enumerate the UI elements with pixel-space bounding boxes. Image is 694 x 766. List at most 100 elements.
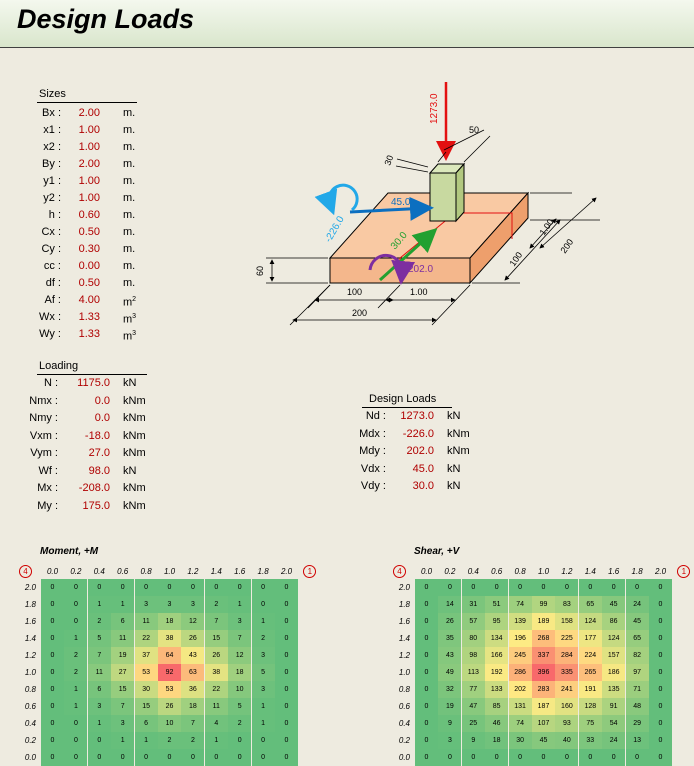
moment-y-tick: 1.6 (24, 617, 36, 626)
loading-unit: kNm (123, 412, 146, 424)
moment-cell: 22 (204, 681, 228, 698)
size-label: By : (42, 158, 61, 170)
shear-cell: 54 (602, 715, 626, 732)
shear-cell: 91 (602, 698, 626, 715)
shear-cell: 189 (532, 613, 555, 630)
shear-corner-marker-4: 4 (393, 565, 406, 578)
moment-cell: 0 (251, 749, 275, 766)
moment-cell: 0 (111, 749, 135, 766)
size-value: 0.60 (78, 209, 100, 221)
moment-cell: 0 (275, 613, 298, 630)
shear-cell: 80 (461, 630, 485, 647)
loading-value: 0.0 (94, 412, 110, 424)
shear-cell: 177 (578, 630, 602, 647)
loading-value: 1175.0 (77, 377, 110, 389)
shear-cell: 47 (461, 698, 485, 715)
moment-cell: 1 (64, 698, 88, 715)
shear-cell: 131 (508, 698, 532, 715)
design-loads-title: Design Loads (369, 393, 437, 405)
shear-cell: 57 (461, 613, 485, 630)
shear-cell: 75 (578, 715, 602, 732)
shear-cell: 9 (461, 732, 485, 749)
shear-cell: 245 (508, 647, 532, 664)
shear-corner-marker-1: 1 (677, 565, 691, 578)
loading-row: Vym : 27.0 kNm (0, 446, 694, 460)
shear-cell: 45 (625, 613, 649, 630)
design-loads-underline (362, 407, 452, 408)
moment-cell: 0 (275, 630, 298, 647)
shear-cell: 166 (485, 647, 509, 664)
shear-cell: 13 (625, 732, 649, 749)
moment-cell: 0 (251, 732, 275, 749)
moment-x-tick: 0.2 (70, 567, 82, 576)
shear-cell: 99 (532, 596, 555, 613)
moment-cell: 3 (251, 681, 275, 698)
shear-cell: 265 (578, 664, 602, 681)
moment-cell: 0 (204, 579, 228, 596)
size-unit: m. (123, 226, 136, 238)
size-label: x2 : (43, 141, 61, 153)
moment-cell: 0 (41, 732, 64, 749)
dim-x1-label: 100 (347, 287, 362, 297)
shear-cell: 77 (461, 681, 485, 698)
size-row: cc : 0.00 m. (0, 259, 694, 273)
moment-x-tick: 1.4 (210, 567, 222, 576)
design-load-value: 1273.0 (400, 410, 434, 422)
moment-cell: 6 (87, 681, 111, 698)
moment-cell: 1 (64, 681, 88, 698)
shear-y-tick: 0.6 (398, 702, 410, 711)
loading-label: Mx : (37, 482, 58, 494)
moment-cell: 0 (275, 681, 298, 698)
shear-cell: 134 (485, 630, 509, 647)
moment-heatmap-title: Moment, +M (40, 546, 99, 557)
shear-cell: 135 (602, 681, 626, 698)
shear-y-arrow (378, 227, 438, 282)
moment-cell: 0 (111, 579, 135, 596)
moment-y-arc (368, 254, 416, 285)
size-value: 2.00 (78, 107, 100, 119)
shear-cell: 160 (555, 698, 579, 715)
moment-cell: 0 (181, 579, 205, 596)
size-label: Wx : (39, 311, 61, 323)
moment-y-tick: 1.2 (24, 651, 36, 660)
shear-cell: 0 (649, 579, 672, 596)
moment-cell: 15 (111, 681, 135, 698)
moment-cell: 3 (251, 647, 275, 664)
dim-x2-label: 1.00 (410, 287, 428, 297)
moment-cell: 0 (41, 579, 64, 596)
shear-cell: 26 (438, 613, 462, 630)
shear-cell: 202 (508, 681, 532, 698)
shear-cell: 85 (485, 698, 509, 715)
loading-label: Vxm : (29, 429, 58, 442)
shear-x-tick: 0.0 (420, 567, 433, 576)
moment-y-tick: 1.4 (24, 634, 36, 643)
shear-cell: 186 (602, 664, 626, 681)
moment-cell: 22 (134, 630, 158, 647)
moment-x-tick: 1.0 (163, 567, 176, 576)
shear-cell: 43 (438, 647, 462, 664)
shear-heatmap-title: Shear, +V (414, 546, 460, 557)
shear-cell: 74 (508, 596, 532, 613)
design-load-unit: kN (447, 410, 461, 422)
size-row: Af : 4.00 m2 (0, 293, 694, 309)
shear-cell: 48 (625, 698, 649, 715)
moment-cell: 7 (111, 698, 135, 715)
moment-cell: 30 (134, 681, 158, 698)
moment-cell: 18 (228, 664, 252, 681)
shear-cell: 0 (602, 579, 626, 596)
moment-y-tick: 0.6 (24, 702, 36, 711)
moment-cell: 4 (204, 715, 228, 732)
shear-y-tick: 1.0 (398, 668, 410, 677)
moment-cell: 0 (275, 749, 298, 766)
moment-cell: 2 (158, 732, 181, 749)
moment-cell: 6 (111, 613, 135, 630)
moment-cell: 11 (134, 613, 158, 630)
axial-load-label: 1273.0 (429, 93, 440, 124)
column-dims (395, 129, 491, 173)
size-row: Cy : 0.30 m. (0, 242, 694, 256)
shear-cell: 86 (602, 613, 626, 630)
moment-cell: 1 (251, 715, 275, 732)
thickness-dim (266, 257, 328, 284)
title-bar: Design Loads (0, 0, 694, 48)
size-unit: m. (123, 107, 136, 119)
